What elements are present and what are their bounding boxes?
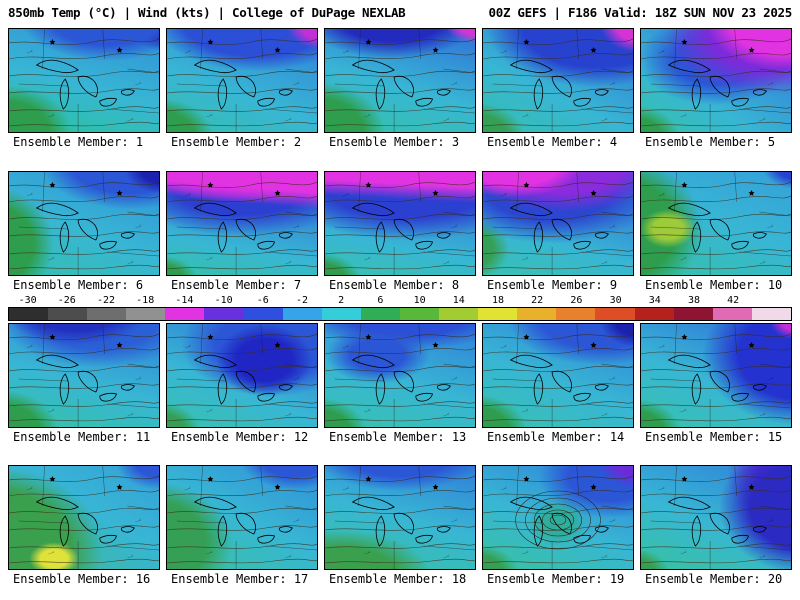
- map-overlay: [641, 172, 791, 275]
- ensemble-member-label: Ensemble Member: 16: [13, 572, 151, 586]
- ensemble-cell-14: Ensemble Member: 14: [482, 323, 634, 444]
- ensemble-map-16[interactable]: [8, 465, 160, 570]
- ensemble-map-2[interactable]: [166, 28, 318, 133]
- ensemble-cell-4: Ensemble Member: 4: [482, 28, 634, 149]
- map-overlay: [641, 324, 791, 427]
- map-overlay: [167, 466, 317, 569]
- ensemble-map-8[interactable]: [324, 171, 476, 276]
- ensemble-cell-17: Ensemble Member: 17: [166, 465, 318, 586]
- ensemble-member-label: Ensemble Member: 5: [645, 135, 776, 149]
- colorbar-gradient: [8, 307, 792, 321]
- ensemble-map-14[interactable]: [482, 323, 634, 428]
- ensemble-map-19[interactable]: [482, 465, 634, 570]
- ensemble-map-11[interactable]: [8, 323, 160, 428]
- product-title: 850mb Temp (°C) | Wind (kts) | College o…: [8, 4, 406, 20]
- ensemble-member-label: Ensemble Member: 14: [487, 430, 625, 444]
- ensemble-member-label: Ensemble Member: 6: [13, 278, 144, 292]
- ensemble-cell-10: Ensemble Member: 10: [640, 171, 792, 292]
- ensemble-cell-12: Ensemble Member: 12: [166, 323, 318, 444]
- ensemble-member-label: Ensemble Member: 18: [329, 572, 467, 586]
- map-overlay: [167, 29, 317, 132]
- ensemble-map-15[interactable]: [640, 323, 792, 428]
- map-overlay: [9, 324, 159, 427]
- ensemble-cell-9: Ensemble Member: 9: [482, 171, 634, 292]
- ensemble-member-label: Ensemble Member: 4: [487, 135, 618, 149]
- ensemble-map-17[interactable]: [166, 465, 318, 570]
- ensemble-cell-18: Ensemble Member: 18: [324, 465, 476, 586]
- map-overlay: [325, 172, 475, 275]
- map-overlay: [9, 29, 159, 132]
- ensemble-member-label: Ensemble Member: 12: [171, 430, 309, 444]
- ensemble-member-label: Ensemble Member: 11: [13, 430, 151, 444]
- ensemble-cell-6: Ensemble Member: 6: [8, 171, 160, 292]
- map-overlay: [167, 172, 317, 275]
- ensemble-member-label: Ensemble Member: 13: [329, 430, 467, 444]
- map-overlay: [9, 466, 159, 569]
- map-overlay: [9, 172, 159, 275]
- temperature-colorbar: -30 -26 -22 -18 -14 -10 -6 -2 2 6 10 14 18 22 26 30 34 38…: [8, 295, 792, 321]
- ensemble-cell-11: Ensemble Member: 11: [8, 323, 160, 444]
- ensemble-map-20[interactable]: [640, 465, 792, 570]
- ensemble-row-1: Ensemble Member: 1 Ensemble Member: 2 En…: [0, 28, 800, 149]
- ensemble-map-13[interactable]: [324, 323, 476, 428]
- ensemble-cell-19: Ensemble Member: 19: [482, 465, 634, 586]
- map-overlay: [325, 466, 475, 569]
- map-overlay: [483, 324, 633, 427]
- map-overlay: [483, 466, 633, 569]
- ensemble-map-7[interactable]: [166, 171, 318, 276]
- ensemble-member-label: Ensemble Member: 2: [171, 135, 302, 149]
- map-overlay: [325, 324, 475, 427]
- ensemble-member-label: Ensemble Member: 10: [645, 278, 783, 292]
- ensemble-cell-7: Ensemble Member: 7: [166, 171, 318, 292]
- map-overlay: [167, 324, 317, 427]
- ensemble-map-6[interactable]: [8, 171, 160, 276]
- ensemble-row-2: Ensemble Member: 6 Ensemble Member: 7 En…: [0, 171, 800, 292]
- run-valid-time: 00Z GEFS | F186 Valid: 18Z SUN NOV 23 20…: [488, 4, 793, 20]
- ensemble-cell-1: Ensemble Member: 1: [8, 28, 160, 149]
- header-bar: 850mb Temp (°C) | Wind (kts) | College o…: [0, 0, 800, 24]
- ensemble-cell-16: Ensemble Member: 16: [8, 465, 160, 586]
- ensemble-cell-5: Ensemble Member: 5: [640, 28, 792, 149]
- ensemble-member-label: Ensemble Member: 20: [645, 572, 783, 586]
- ensemble-map-10[interactable]: [640, 171, 792, 276]
- ensemble-member-label: Ensemble Member: 19: [487, 572, 625, 586]
- ensemble-cell-20: Ensemble Member: 20: [640, 465, 792, 586]
- ensemble-map-4[interactable]: [482, 28, 634, 133]
- map-overlay: [483, 29, 633, 132]
- ensemble-map-5[interactable]: [640, 28, 792, 133]
- ensemble-cell-2: Ensemble Member: 2: [166, 28, 318, 149]
- ensemble-member-label: Ensemble Member: 3: [329, 135, 460, 149]
- map-overlay: [483, 172, 633, 275]
- ensemble-member-label: Ensemble Member: 17: [171, 572, 309, 586]
- ensemble-row-3: Ensemble Member: 11 Ensemble Member: 12 …: [0, 323, 800, 444]
- ensemble-member-label: Ensemble Member: 8: [329, 278, 460, 292]
- ensemble-member-label: Ensemble Member: 9: [487, 278, 618, 292]
- ensemble-cell-13: Ensemble Member: 13: [324, 323, 476, 444]
- ensemble-member-label: Ensemble Member: 7: [171, 278, 302, 292]
- ensemble-row-4: Ensemble Member: 16 Ensemble Member: 17 …: [0, 465, 800, 586]
- ensemble-cell-15: Ensemble Member: 15: [640, 323, 792, 444]
- map-overlay: [641, 29, 791, 132]
- ensemble-map-18[interactable]: [324, 465, 476, 570]
- ensemble-map-3[interactable]: [324, 28, 476, 133]
- ensemble-cell-8: Ensemble Member: 8: [324, 171, 476, 292]
- ensemble-member-label: Ensemble Member: 15: [645, 430, 783, 444]
- colorbar-ticks: -30 -26 -22 -18 -14 -10 -6 -2 2 6 10 14 18 22 26 30 34 38…: [18, 295, 740, 306]
- ensemble-cell-3: Ensemble Member: 3: [324, 28, 476, 149]
- ensemble-map-1[interactable]: [8, 28, 160, 133]
- map-overlay: [641, 466, 791, 569]
- ensemble-member-label: Ensemble Member: 1: [13, 135, 144, 149]
- map-overlay: [325, 29, 475, 132]
- ensemble-map-9[interactable]: [482, 171, 634, 276]
- ensemble-map-12[interactable]: [166, 323, 318, 428]
